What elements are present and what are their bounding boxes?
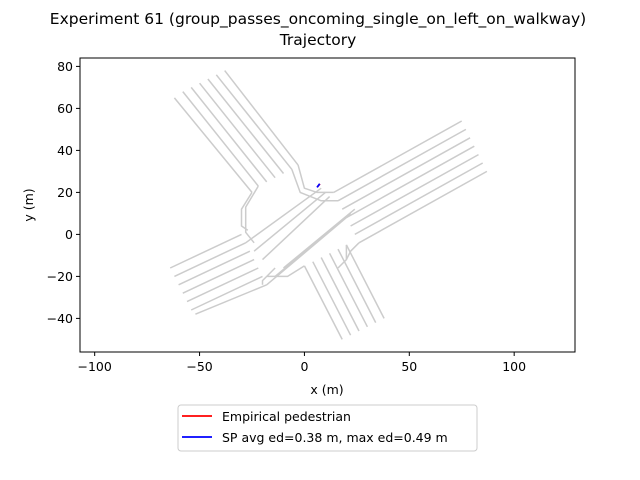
walkway-line [173, 97, 253, 193]
walkway-line [195, 284, 267, 315]
x-tick-label: 0 [300, 359, 308, 374]
series-line-1 [316, 183, 321, 188]
walkway-line [320, 257, 360, 332]
y-tick-label: 40 [57, 143, 73, 158]
legend-label-sp: SP avg ed=0.38 m, max ed=0.49 m [222, 430, 448, 445]
y-tick-label: −20 [47, 269, 73, 284]
walkway-line [215, 74, 293, 170]
walkway-line [182, 258, 255, 294]
y-axis-ticks: −40 −20 0 20 40 60 80 [47, 59, 80, 326]
y-tick-label: 20 [57, 185, 73, 200]
walkway-line [341, 137, 471, 210]
walkway-line [207, 78, 285, 174]
walkway-line [337, 244, 348, 269]
walkway-line [350, 153, 479, 227]
walkway-line [245, 187, 322, 244]
walkway-line [337, 128, 467, 202]
y-axis-label: y (m) [21, 188, 36, 221]
walkway-line [182, 91, 259, 187]
y-tick-label: 60 [57, 101, 73, 116]
walkway-line [224, 70, 299, 166]
walkway-line [174, 242, 247, 278]
walkway-line [354, 162, 484, 236]
x-tick-label: 100 [502, 359, 526, 374]
walkway-line [303, 265, 343, 340]
y-tick-label: 80 [57, 59, 73, 74]
walkway-line [358, 170, 488, 244]
walkway-line [169, 233, 242, 269]
walkway-line [190, 275, 263, 311]
x-axis-label: x (m) [310, 382, 343, 397]
walkway-line [345, 242, 360, 260]
walkway-line [333, 120, 463, 194]
walkway-line [328, 252, 369, 328]
legend-label-empirical: Empirical pedestrian [222, 409, 351, 424]
walkway-line [199, 82, 276, 179]
chart-title: Experiment 61 (group_passes_oncoming_sin… [50, 10, 586, 29]
walkway-line [345, 244, 385, 319]
legend-box [177, 404, 478, 452]
walkway-line [291, 169, 338, 202]
plot-frame [79, 57, 576, 353]
trajectory-series [316, 183, 321, 188]
x-tick-label: −50 [186, 359, 212, 374]
walkway-line [253, 191, 326, 252]
x-tick-label: −100 [78, 359, 112, 374]
legend: Empirical pedestrian SP avg ed=0.38 m, m… [177, 404, 478, 452]
walkway-line [240, 192, 253, 231]
walkway-line [312, 261, 352, 336]
walkway-line [337, 248, 377, 323]
walkway-background [169, 70, 488, 340]
walkway-line [244, 185, 259, 244]
walkway-line [261, 267, 276, 285]
walkway-line [346, 145, 475, 219]
y-tick-label: 0 [65, 227, 73, 242]
walkway-line [186, 267, 259, 303]
walkway-line [297, 164, 334, 194]
walkway-line [261, 196, 331, 261]
walkway-line [178, 250, 251, 286]
walkway-line [266, 265, 305, 278]
walkway-line [283, 208, 356, 269]
walkway-line [190, 86, 268, 183]
x-tick-label: 50 [401, 359, 417, 374]
chart-subtitle: Trajectory [279, 31, 357, 49]
x-axis-ticks: −100 −50 0 50 100 [78, 352, 526, 374]
y-tick-label: −40 [47, 311, 73, 326]
